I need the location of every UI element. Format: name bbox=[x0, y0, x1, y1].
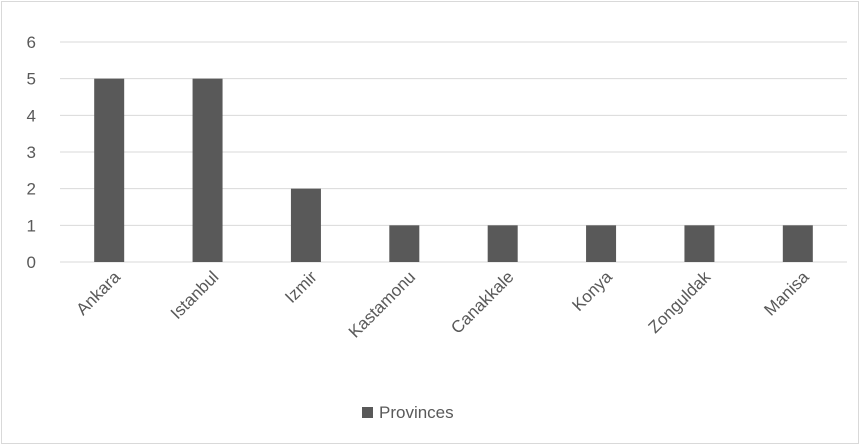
x-tick-label: Konya bbox=[568, 267, 616, 315]
x-tick-label: Kastamonu bbox=[345, 267, 419, 341]
bar-ankara bbox=[94, 78, 125, 263]
bar-canakkale bbox=[487, 225, 518, 262]
gridlines bbox=[60, 41, 847, 263]
y-tick-label: 3 bbox=[27, 143, 36, 162]
bar-kastamonu bbox=[389, 225, 420, 262]
bars bbox=[94, 78, 813, 263]
legend: Provinces bbox=[362, 403, 454, 422]
x-tick-label: Zonguldak bbox=[645, 267, 715, 337]
y-tick-label: 1 bbox=[27, 216, 36, 235]
y-tick-label: 6 bbox=[27, 33, 36, 52]
x-tick-label: Manisa bbox=[760, 267, 813, 320]
x-tick-label: Canakkale bbox=[447, 267, 517, 337]
y-tick-label: 4 bbox=[27, 106, 36, 125]
bar-izmir bbox=[290, 188, 321, 262]
x-tick-label: Ankara bbox=[72, 267, 124, 319]
legend-swatch bbox=[362, 407, 373, 418]
x-tick-label: Istanbul bbox=[167, 267, 223, 323]
y-axis-labels: 0 1 2 3 4 5 6 bbox=[27, 33, 36, 272]
bar-konya bbox=[586, 225, 617, 262]
x-axis-labels: Ankara Istanbul Izmir Kastamonu Canakkale Kon… bbox=[72, 267, 813, 342]
bar-manisa bbox=[782, 225, 813, 262]
bar-istanbul bbox=[192, 78, 223, 263]
y-tick-label: 5 bbox=[27, 70, 36, 89]
y-tick-label: 0 bbox=[27, 253, 36, 272]
x-tick-label: Izmir bbox=[281, 267, 321, 307]
bar-zonguldak bbox=[684, 225, 715, 262]
legend-label: Provinces bbox=[379, 403, 454, 422]
y-tick-label: 2 bbox=[27, 180, 36, 199]
